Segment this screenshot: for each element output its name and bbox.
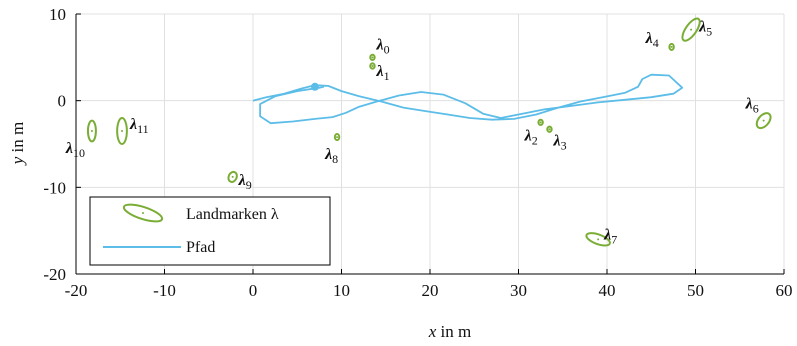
landmark-6: λ6: [745, 96, 772, 130]
x-tick-label: 10: [333, 281, 350, 300]
landmark-label: λ11: [129, 116, 149, 136]
landmark-label: λ3: [552, 132, 566, 152]
x-axis-label: x in m: [428, 322, 472, 341]
landmark-10: λ10: [65, 119, 97, 160]
landmark-ellipse: [227, 170, 238, 183]
landmark-center: [539, 121, 542, 124]
landmark-center: [597, 238, 600, 241]
legend-label-landmarks: Landmarken λ: [186, 206, 279, 223]
x-tick-label: 0: [249, 281, 258, 300]
y-tick-label: 0: [58, 92, 67, 111]
legend-label-path: Pfad: [186, 239, 215, 256]
y-axis-label: y in m: [8, 122, 27, 167]
landmark-center: [371, 65, 374, 67]
landmark-label: λ6: [745, 96, 759, 116]
y-tick-label: 10: [49, 5, 66, 24]
landmark-label: λ7: [603, 226, 617, 246]
landmark-label: λ2: [524, 127, 538, 147]
legend-box: [89, 196, 331, 266]
x-tick-label: 30: [510, 281, 527, 300]
landmark-7: λ7: [585, 226, 617, 247]
x-tick-label: 50: [687, 281, 704, 300]
legend-landmark-icon: [122, 203, 164, 223]
landmark-label: λ9: [238, 172, 252, 192]
landmark-ellipse: [537, 118, 544, 126]
landmark-1: λ1: [369, 62, 390, 83]
landmark-label: λ8: [324, 146, 338, 166]
landmark-11: λ11: [116, 116, 149, 145]
landmark-center: [762, 119, 765, 122]
landmark-ellipse: [369, 53, 376, 61]
path-start-marker: [310, 82, 319, 91]
path-line: [252, 73, 684, 125]
landmark-center: [231, 175, 234, 178]
landmark-ellipse: [585, 232, 611, 247]
legend-landmark-dot: [142, 212, 144, 214]
landmark-center: [336, 136, 339, 139]
landmark-ellipse: [681, 17, 701, 42]
landmark-4: λ4: [645, 30, 675, 51]
landmark-8: λ8: [324, 133, 341, 166]
x-tick-label: 60: [776, 281, 793, 300]
landmark-center: [371, 56, 374, 59]
landmark-label: λ5: [698, 19, 712, 39]
landmark-ellipse: [333, 133, 341, 142]
landmark-5: λ5: [681, 17, 712, 42]
x-tick-label: 20: [422, 281, 439, 300]
landmark-3: λ3: [546, 125, 567, 152]
landmark-center: [670, 45, 673, 48]
legend: Landmarken λ Pfad: [89, 196, 331, 266]
landmark-2: λ2: [524, 118, 544, 147]
landmark-0: λ0: [369, 36, 390, 61]
landmark-ellipse: [755, 112, 772, 130]
landmark-ellipse: [668, 42, 675, 51]
y-tick-label: -20: [43, 265, 66, 284]
landmark-center: [121, 130, 124, 132]
landmark-center: [690, 28, 693, 31]
landmark-9: λ9: [227, 170, 252, 192]
landmark-center: [90, 130, 93, 132]
landmark-label: λ10: [65, 140, 85, 160]
tick-labels: -20 -10 0 10 20 30 40 50 60 -20 -10 0 10: [43, 5, 792, 300]
landmark-series: λ0 λ1 λ2 λ3 λ4 λ5 λ6 λ7 λ8 λ9 λ10 λ11: [65, 17, 772, 247]
x-tick-label: -10: [153, 281, 176, 300]
path-series: [252, 73, 684, 125]
axes: [75, 13, 785, 275]
landmark-ellipse: [116, 117, 128, 145]
y-tick-label: -10: [43, 178, 66, 197]
landmark-center: [548, 128, 551, 131]
landmark-ellipse: [546, 125, 553, 133]
x-tick-label: -20: [65, 281, 88, 300]
landmark-ellipse: [369, 62, 376, 70]
x-tick-label: 40: [599, 281, 616, 300]
landmark-label: λ4: [645, 30, 659, 50]
landmark-label: λ0: [375, 36, 389, 56]
landmark-label: λ1: [375, 63, 389, 83]
landmark-ellipse: [86, 119, 97, 143]
